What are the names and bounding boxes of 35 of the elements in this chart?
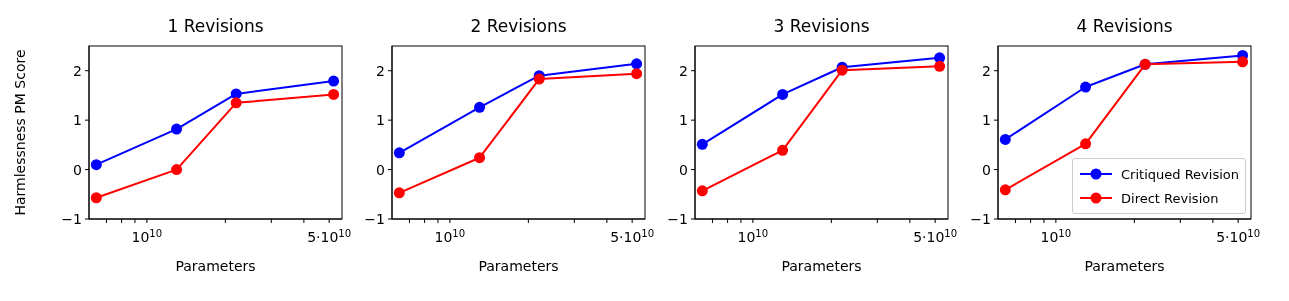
chart-title: 1 Revisions <box>166 16 265 36</box>
y-tick-label: −1 <box>61 211 82 227</box>
y-tick-label: 1 <box>73 112 82 129</box>
x-axis-title: Parameters <box>478 258 559 274</box>
chart-title: 4 Revisions <box>1075 16 1174 36</box>
y-tick-label: 2 <box>679 62 688 79</box>
y-tick-label: 1 <box>982 112 991 129</box>
y-tick-label: 1 <box>376 112 385 129</box>
y-tick-label: −1 <box>667 211 688 227</box>
y-tick-label: 1 <box>679 112 688 129</box>
x-axis-title: Parameters <box>781 258 862 274</box>
x-tick-label: 10$^{10}$ <box>737 227 769 245</box>
x-axis-title: Parameters <box>1084 258 1165 274</box>
x-tick-label: 5·10$^{10}$ <box>1216 227 1261 245</box>
legend-label: Critiqued Revision <box>1121 166 1239 182</box>
x-tick-label: 10$^{10}$ <box>1040 227 1072 245</box>
y-tick-label: 0 <box>679 161 688 178</box>
x-tick-label: 10$^{10}$ <box>434 227 466 245</box>
y-tick-label: 0 <box>376 161 385 178</box>
chart-title: 3 Revisions <box>772 16 871 36</box>
y-tick-label: 2 <box>982 62 991 79</box>
y-tick-label: 0 <box>982 161 991 178</box>
chart-title: 2 Revisions <box>469 16 568 36</box>
y-tick-label: −1 <box>364 211 385 227</box>
x-tick-label: 5·10$^{10}$ <box>610 227 655 245</box>
y-tick-label: 2 <box>73 62 82 79</box>
x-tick-label: 10$^{10}$ <box>131 227 163 245</box>
x-axis-title: Parameters <box>175 258 256 274</box>
y-tick-label: −1 <box>970 211 991 227</box>
x-tick-label: 5·10$^{10}$ <box>307 227 352 245</box>
y-tick-label: 2 <box>376 62 385 79</box>
y-axis-title: Harmlessness PM Score <box>12 49 28 216</box>
x-tick-label: 5·10$^{10}$ <box>913 227 958 245</box>
y-tick-label: 0 <box>73 161 82 178</box>
legend-label: Direct Revision <box>1121 190 1219 206</box>
